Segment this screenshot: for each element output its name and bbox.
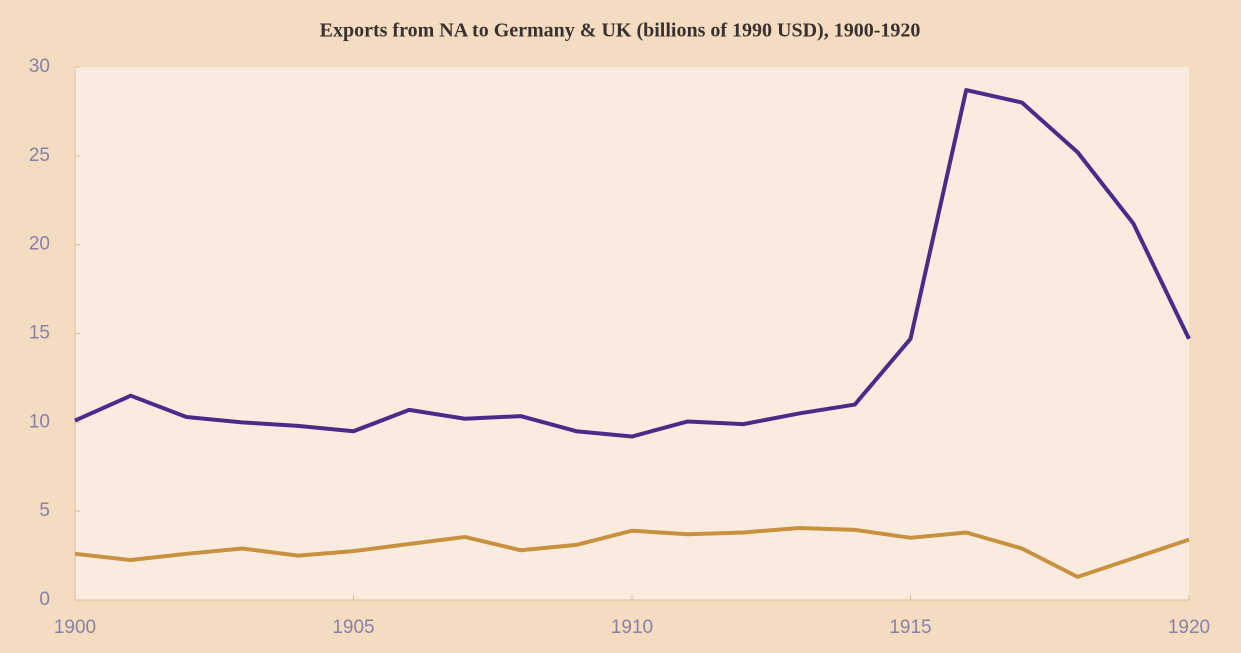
- x-tick-label: 1905: [332, 617, 374, 638]
- y-tick-label: 10: [29, 411, 50, 432]
- y-tick-label: 25: [29, 145, 50, 166]
- y-tick-label: 20: [29, 234, 50, 255]
- x-tick-label: 1915: [889, 617, 931, 638]
- line-series: [74, 526, 1190, 579]
- chart-title: Exports from NA to Germany & UK (billion…: [320, 20, 921, 42]
- x-tick-label: 1900: [54, 617, 96, 638]
- y-tick-label: 15: [29, 323, 50, 344]
- y-tick-label: 5: [39, 500, 50, 521]
- plot-area: [75, 67, 1189, 600]
- x-tick-label: 1920: [1168, 617, 1210, 638]
- line-series: [74, 88, 1191, 439]
- x-tick-label: 1910: [611, 617, 653, 638]
- y-tick-label: 30: [29, 56, 50, 77]
- y-tick-label: 0: [39, 589, 50, 610]
